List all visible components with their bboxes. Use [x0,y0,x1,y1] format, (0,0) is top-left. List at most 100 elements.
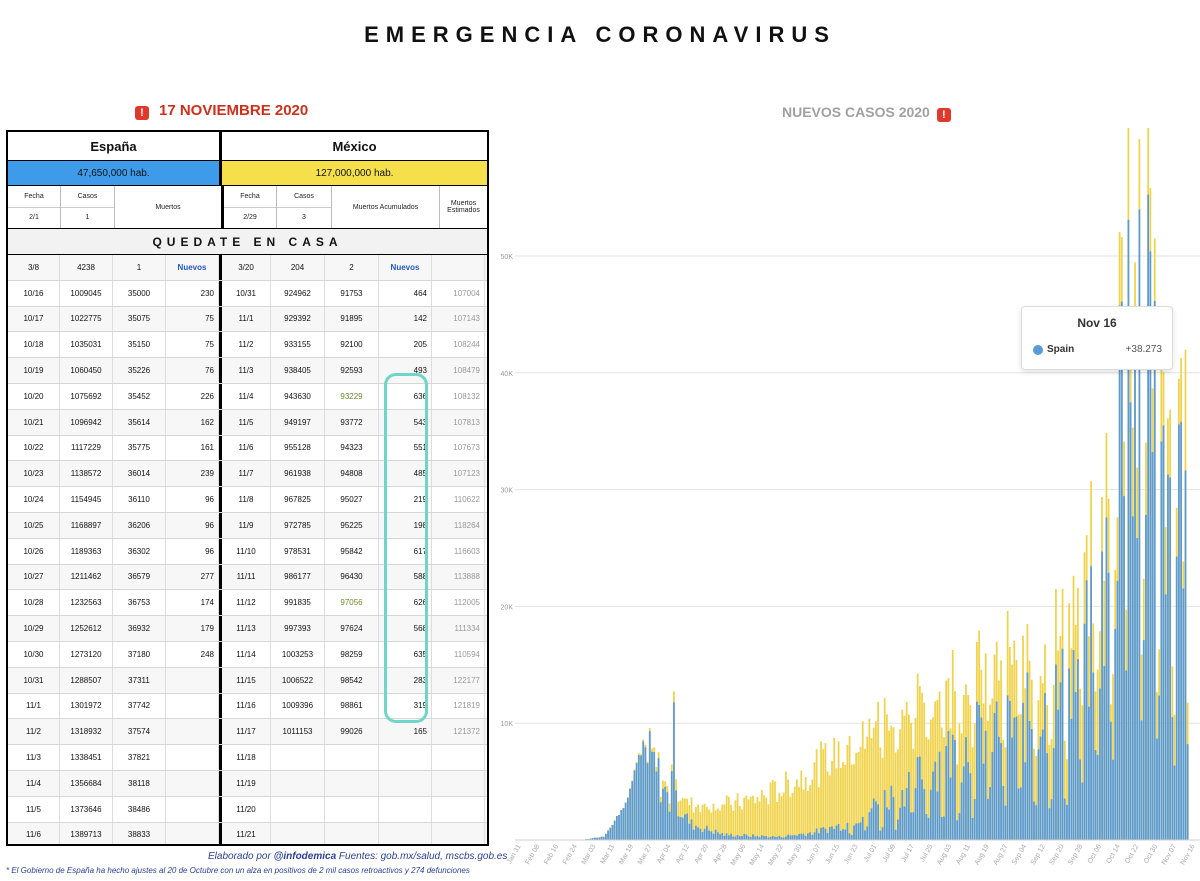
table-cell: 97624 [325,616,379,641]
table-cell: 1011153 [271,719,325,745]
bar-spain [1061,648,1064,840]
bar-spain [1013,717,1016,840]
bar-spain [828,827,831,840]
population-row: 47,650,000 hab. 127,000,000 hab. [8,161,487,186]
table-cell: 11/6 [8,822,60,844]
bar-spain [1022,702,1024,840]
bar-spain [1063,798,1066,840]
alarm-icon: ! [135,106,149,120]
bar-spain [1175,556,1178,840]
table-cell: 97056 [325,590,379,616]
es-fecha-col: Fecha 2/1 [8,186,61,228]
table-cell: 924962 [271,280,325,306]
table-cell: 11/15 [219,667,271,693]
bar-spain [1030,728,1033,840]
table-cell: 38833 [113,822,166,844]
bar-mexico [831,760,833,840]
table-cell: 107143 [432,306,485,332]
mexico-population: 127,000,000 hab. [222,161,487,185]
bar-mexico [793,786,796,840]
table-cell: 75 [166,332,219,358]
bar-mexico [767,804,770,840]
bar-spain [1050,799,1053,840]
bar-mexico [925,736,928,840]
table-cell: 11/18 [219,745,271,770]
table-cell: 997393 [271,616,325,641]
bar-spain [903,806,906,840]
bar-spain [633,770,636,840]
table-row: 11/3 1338451 37821 11/18 [8,745,487,771]
table-row: 11/6 1389713 38833 11/21 [8,822,487,844]
table-cell: 107004 [432,280,485,306]
bar-mexico [844,764,847,840]
bar-spain [785,836,787,840]
table-cell: 11/4 [219,383,271,409]
table-cell: 986177 [271,564,325,590]
bar-spain [706,825,708,840]
table-cell: 11/10 [219,538,271,564]
bar-spain [646,763,649,840]
table-cell: 162 [166,409,219,435]
bar-spain [1052,748,1055,840]
table-row: 10/29 1252612 36932 179 11/13 997393 97624 568 1… [8,616,487,642]
table-cell: 11/12 [219,590,271,616]
x-tick-label: Nov 07 [1161,843,1178,866]
bar-mexico [857,752,860,840]
bar-mexico [756,796,759,840]
table-cell: 1373646 [60,796,113,822]
bar-spain [932,771,934,840]
table-cell: 107673 [432,435,485,461]
bar-mexico [758,801,761,840]
bar-spain [1151,452,1154,840]
bar-spain [589,838,592,840]
bar-spain [1024,762,1027,840]
bar-spain [1145,514,1147,840]
table-row: 10/16 1009045 35000 230 10/31 924962 91753 464 1… [8,280,487,307]
bar-spain [984,730,987,840]
bar-spain [864,830,866,840]
bar-mexico [883,698,886,840]
table-cell: 113888 [432,564,485,590]
bar-spain [872,798,875,840]
bar-spain [910,812,912,840]
bar-spain [684,814,686,840]
chart-header-text: NUEVOS CASOS 2020 [782,104,930,120]
table-cell [271,770,325,796]
bar-spain [833,829,836,840]
bar-spain [848,833,851,840]
bar-spain [1171,717,1174,840]
bar-spain [1028,720,1031,840]
table-cell: 35150 [113,332,166,358]
bar-mexico [813,762,816,840]
bar-mexico [714,810,717,840]
bar-mexico [850,764,853,840]
bar-spain [923,789,926,840]
bar-spain [980,717,983,840]
bar-mexico [1048,744,1051,840]
table-cell: 121819 [432,693,485,719]
bar-spain [721,832,724,840]
bar-mexico [745,795,748,840]
bar-spain [971,817,974,840]
bar-spain [943,816,945,840]
bar-spain [954,739,956,840]
es-muertos-label: Muertos [155,203,181,211]
bar-mexico [716,808,719,840]
table-row: 10/31 1288507 37311 11/15 1006522 98542 283 122… [8,667,487,694]
bar-spain [907,771,910,840]
table-cell: 98861 [325,693,379,719]
table-cell: 37311 [113,667,166,693]
bar-spain [1160,441,1163,840]
bar-spain [1120,301,1123,840]
table-cell [271,745,325,770]
bar-mexico [839,767,842,840]
table-cell: 35452 [113,383,166,409]
table-cell: 588 [379,564,432,590]
bar-mexico [923,702,926,840]
bar-spain [1127,219,1130,840]
table-cell: 37180 [113,641,166,667]
table-cell: 1318932 [60,719,113,745]
bar-spain [861,816,864,840]
bar-spain [666,792,669,840]
